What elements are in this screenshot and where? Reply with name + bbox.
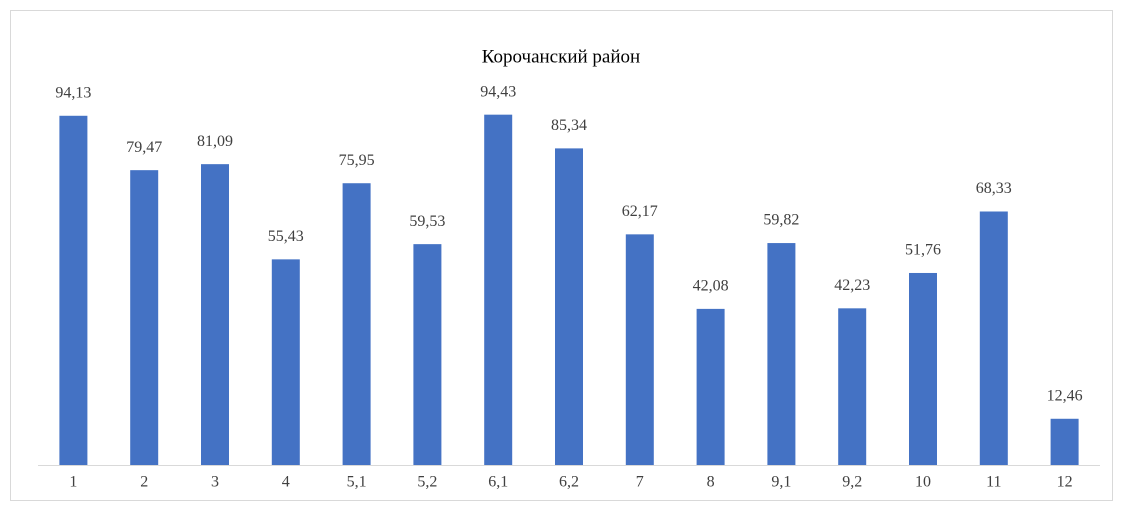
- x-tick-label: 8: [707, 474, 715, 491]
- x-tick-label: 7: [636, 474, 644, 491]
- bar: [696, 308, 725, 465]
- bar: [625, 234, 654, 465]
- x-tick-label: 4: [282, 474, 290, 491]
- bar: [1050, 418, 1079, 465]
- bar: [59, 115, 88, 465]
- data-label: 51,76: [905, 242, 941, 259]
- bar: [130, 170, 159, 465]
- bar: [484, 114, 513, 465]
- bar: [555, 148, 583, 465]
- bar: [413, 244, 442, 465]
- x-tick-label: 3: [211, 474, 219, 491]
- bar: [838, 308, 867, 465]
- x-tick-label: 6,2: [559, 474, 579, 491]
- data-label: 81,09: [197, 133, 233, 150]
- data-label: 42,08: [693, 278, 729, 295]
- data-label: 94,13: [55, 84, 91, 101]
- bar: [979, 211, 1008, 465]
- x-tick-label: 5,2: [417, 474, 437, 491]
- data-label: 42,23: [834, 277, 870, 294]
- bar: [271, 259, 300, 465]
- data-label: 79,47: [126, 139, 162, 156]
- x-tick-label: 1: [69, 474, 77, 491]
- x-tick-label: 2: [140, 474, 148, 491]
- data-label: 68,33: [976, 180, 1012, 197]
- bar: [767, 243, 796, 465]
- data-label: 62,17: [622, 203, 658, 220]
- x-tick-label: 5,1: [347, 474, 367, 491]
- data-label: 75,95: [339, 152, 375, 169]
- x-tick-label: 9,2: [842, 474, 862, 491]
- x-tick-label: 12: [1057, 474, 1073, 491]
- data-label: 59,82: [763, 212, 799, 229]
- data-label: 12,46: [1047, 387, 1083, 404]
- x-tick-label: 11: [986, 474, 1001, 491]
- data-label: 55,43: [268, 228, 304, 245]
- chart-title: Корочанский район: [482, 46, 640, 67]
- data-label: 59,53: [409, 213, 445, 230]
- x-tick-label: 9,1: [771, 474, 791, 491]
- x-tick-label: 6,1: [488, 474, 508, 491]
- data-label: 94,43: [480, 83, 516, 100]
- bar: [909, 272, 937, 465]
- x-tick-label: 10: [915, 474, 931, 491]
- data-label: 85,34: [551, 117, 587, 134]
- bar: [342, 183, 371, 465]
- bar: [201, 164, 229, 465]
